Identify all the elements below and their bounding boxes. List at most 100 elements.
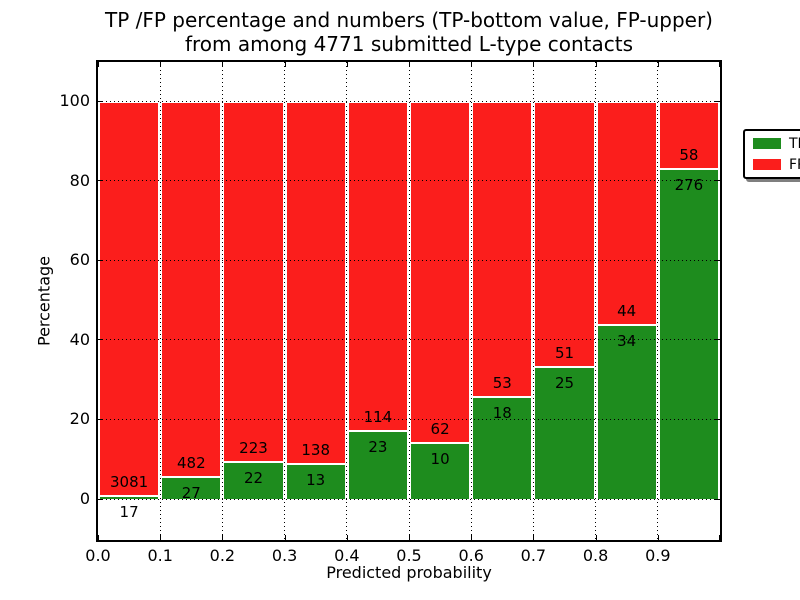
bar-label-tp-count: 34 <box>617 331 637 350</box>
x-tick-label: 0.0 <box>85 546 111 565</box>
y-axis-tick <box>98 180 103 182</box>
bar-label-tp-count: 18 <box>492 404 512 423</box>
y-tick-label: 40 <box>69 329 90 349</box>
gridline-vertical <box>159 62 161 540</box>
y-axis-tick <box>715 259 720 261</box>
bar-label-fp-count: 138 <box>301 440 331 459</box>
bar-fp-segment <box>286 101 345 465</box>
bar-label-tp-count: 276 <box>674 176 704 195</box>
x-axis-label: Predicted probability <box>326 563 492 582</box>
y-axis-tick <box>98 100 103 102</box>
bar-fp-segment <box>597 101 656 326</box>
x-tick-label: 0.4 <box>334 546 360 565</box>
bar-label-fp-count: 482 <box>176 453 206 472</box>
bar-tp-segment <box>597 325 656 499</box>
gridline-vertical <box>346 62 348 540</box>
gridline-horizontal <box>98 100 720 102</box>
y-axis-tick <box>98 498 103 500</box>
y-axis-tick <box>715 180 720 182</box>
gridline-horizontal <box>98 498 720 500</box>
gridline-horizontal <box>98 259 720 261</box>
legend: TP FP <box>743 129 800 179</box>
x-axis-tick <box>471 535 473 540</box>
x-axis-tick <box>409 62 410 67</box>
x-axis-tick <box>160 535 162 540</box>
bar-tp-segment <box>659 170 718 499</box>
bar-tp-segment <box>286 464 345 499</box>
chart-title-line1: TP /FP percentage and numbers (TP-bottom… <box>105 8 713 32</box>
gridline-vertical <box>408 62 410 540</box>
bar-label-tp-count: 23 <box>368 438 388 457</box>
x-axis-tick <box>284 62 286 67</box>
y-axis-tick <box>715 418 720 420</box>
x-axis-tick <box>222 535 224 540</box>
x-axis-tick <box>719 62 720 67</box>
y-tick-label: 80 <box>69 170 90 190</box>
x-tick-label: 0.5 <box>396 546 422 565</box>
legend-item: TP <box>753 136 800 152</box>
y-axis-tick <box>715 498 720 500</box>
gridline-horizontal <box>98 180 720 182</box>
y-axis-tick <box>715 100 720 102</box>
x-tick-label: 0.6 <box>458 546 484 565</box>
chart-title-line2: from among 4771 submitted L-type contact… <box>184 32 634 56</box>
y-tick-label: 100 <box>59 91 90 110</box>
bar-tp-segment <box>348 432 407 499</box>
bar-fp-segment <box>473 101 532 399</box>
gridline-vertical <box>470 62 472 540</box>
chart-title: TP /FP percentage and numbers (TP-bottom… <box>98 8 720 56</box>
y-axis-tick <box>715 339 720 341</box>
x-axis-tick <box>160 62 162 67</box>
bar-tp-segment <box>162 477 221 499</box>
gridline-vertical <box>221 62 223 540</box>
legend-item: FP <box>753 157 800 173</box>
plot-area: 3081 17 482 27 223 22 138 13 114 23 62 10 53 18 51 25 44… <box>96 60 800 542</box>
y-axis-tick <box>98 418 103 420</box>
bar-label-fp-count: 51 <box>554 344 575 363</box>
gridline-vertical <box>657 62 659 540</box>
y-tick-label: 0 <box>79 489 90 508</box>
legend-label: TP <box>789 135 800 152</box>
legend-swatch-tp <box>753 138 781 149</box>
grid-layer <box>98 62 720 540</box>
bar-label-tp-count: 10 <box>430 449 450 468</box>
bars-layer <box>98 62 720 540</box>
x-axis-tick <box>284 535 286 540</box>
bar-fp-segment <box>348 101 407 433</box>
bar-labels-layer: 3081 17 482 27 223 22 138 13 114 23 62 10 53 18 51 25 44… <box>98 62 720 540</box>
bar-label-fp-count: 58 <box>679 146 699 165</box>
bar-label-tp-count: 25 <box>554 374 575 393</box>
bar-label-tp-count: 13 <box>306 470 326 489</box>
y-tick-label: 20 <box>69 409 90 429</box>
x-axis-tick <box>657 535 659 540</box>
bar-tp-segment <box>411 443 470 499</box>
y-axis-tick <box>98 339 103 341</box>
bar-fp-segment <box>411 101 470 444</box>
x-tick-label: 0.7 <box>520 546 547 565</box>
y-tick-label: 60 <box>69 250 90 270</box>
bar-label-fp-count: 223 <box>239 439 268 458</box>
x-axis-tick <box>98 535 99 540</box>
x-axis-tick <box>657 62 659 67</box>
bar-tp-segment <box>100 496 159 499</box>
x-axis-tick <box>533 535 535 540</box>
x-axis-tick <box>595 535 597 540</box>
gridline-vertical <box>284 62 286 540</box>
x-axis-tick <box>222 62 224 67</box>
x-tick-label: 0.2 <box>209 546 236 565</box>
x-axis-tick <box>346 535 348 540</box>
bar-tp-segment <box>535 368 594 499</box>
bar-fp-segment <box>162 101 221 478</box>
legend-swatch-fp <box>753 159 781 170</box>
x-tick-label: 0.8 <box>582 546 609 565</box>
bar-label-fp-count: 62 <box>430 419 450 438</box>
bar-fp-segment <box>100 101 159 497</box>
bar-tp-segment <box>224 463 283 499</box>
legend-label: FP <box>789 156 800 173</box>
ticks-layer <box>98 62 720 540</box>
gridline-vertical <box>532 62 534 540</box>
bar-fp-segment <box>224 101 283 464</box>
x-axis-tick <box>471 62 473 67</box>
x-axis-tick <box>409 535 410 540</box>
bar-label-fp-count: 114 <box>363 408 393 427</box>
